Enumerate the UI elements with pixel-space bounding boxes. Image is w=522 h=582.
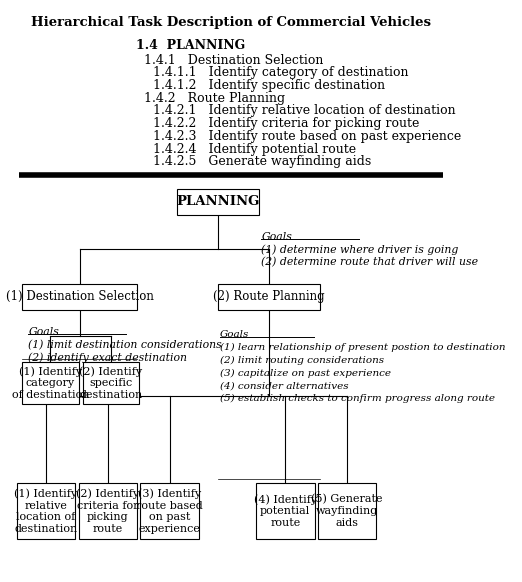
- Text: Goals: Goals: [262, 232, 292, 242]
- Text: (3) Identify
route based
on past
experience: (3) Identify route based on past experie…: [136, 488, 203, 534]
- Text: 1.4.2.3   Identify route based on past experience: 1.4.2.3 Identify route based on past exp…: [153, 130, 461, 143]
- Text: 1.4.2.1   Identify relative location of destination: 1.4.2.1 Identify relative location of de…: [153, 105, 456, 118]
- Text: (1) determine where driver is going: (1) determine where driver is going: [262, 244, 459, 255]
- Text: (5) establish checks to confirm progress along route: (5) establish checks to confirm progress…: [220, 394, 495, 403]
- Text: (1) Identify
relative
location of
destination: (1) Identify relative location of destin…: [14, 488, 77, 534]
- Text: (2) determine route that driver will use: (2) determine route that driver will use: [262, 257, 478, 268]
- FancyBboxPatch shape: [22, 362, 78, 404]
- FancyBboxPatch shape: [78, 483, 137, 539]
- Text: (4) consider alternatives: (4) consider alternatives: [220, 381, 349, 391]
- Text: (2) identify exact destination: (2) identify exact destination: [28, 352, 187, 363]
- FancyBboxPatch shape: [177, 189, 259, 215]
- Text: (2) Identify
criteria for
picking
route: (2) Identify criteria for picking route: [76, 488, 139, 534]
- Text: 1.4.1.1   Identify category of destination: 1.4.1.1 Identify category of destination: [153, 66, 409, 79]
- Text: (2) Route Planning: (2) Route Planning: [213, 290, 325, 303]
- FancyBboxPatch shape: [17, 483, 75, 539]
- FancyBboxPatch shape: [218, 284, 320, 310]
- FancyBboxPatch shape: [83, 362, 139, 404]
- Text: (5) Generate
wayfinding
aids: (5) Generate wayfinding aids: [312, 494, 383, 528]
- Text: (1) learn relationship of present postion to destination: (1) learn relationship of present postio…: [220, 343, 506, 352]
- Text: (2) limit routing considerations: (2) limit routing considerations: [220, 356, 384, 365]
- Text: 1.4.2.5   Generate wayfinding aids: 1.4.2.5 Generate wayfinding aids: [153, 155, 371, 168]
- Text: 1.4  PLANNING: 1.4 PLANNING: [136, 39, 245, 52]
- Text: 1.4.1.2   Identify specific destination: 1.4.1.2 Identify specific destination: [153, 79, 385, 92]
- Text: 1.4.2.4   Identify potential route: 1.4.2.4 Identify potential route: [153, 143, 356, 156]
- Text: (1) limit destination considerations: (1) limit destination considerations: [28, 340, 222, 350]
- Text: 1.4.2.2   Identify criteria for picking route: 1.4.2.2 Identify criteria for picking ro…: [153, 117, 419, 130]
- FancyBboxPatch shape: [22, 284, 137, 310]
- Text: (3) capitalize on past experience: (3) capitalize on past experience: [220, 368, 391, 378]
- Text: (4) Identify
potential
route: (4) Identify potential route: [254, 494, 317, 528]
- FancyBboxPatch shape: [140, 483, 199, 539]
- Text: PLANNING: PLANNING: [176, 196, 259, 208]
- Text: (1) Destination Selection: (1) Destination Selection: [6, 290, 153, 303]
- Text: Hierarchical Task Description of Commercial Vehicles: Hierarchical Task Description of Commerc…: [31, 16, 431, 29]
- Text: Goals: Goals: [220, 331, 250, 339]
- Text: Goals: Goals: [28, 327, 59, 337]
- Text: 1.4.1   Destination Selection: 1.4.1 Destination Selection: [145, 54, 324, 66]
- Text: (2) Identify
specific
destination: (2) Identify specific destination: [79, 366, 143, 400]
- FancyBboxPatch shape: [256, 483, 315, 539]
- FancyBboxPatch shape: [318, 483, 376, 539]
- Text: 1.4.2   Route Planning: 1.4.2 Route Planning: [145, 92, 286, 105]
- Text: (1) Identify
category
of destination: (1) Identify category of destination: [11, 366, 89, 400]
